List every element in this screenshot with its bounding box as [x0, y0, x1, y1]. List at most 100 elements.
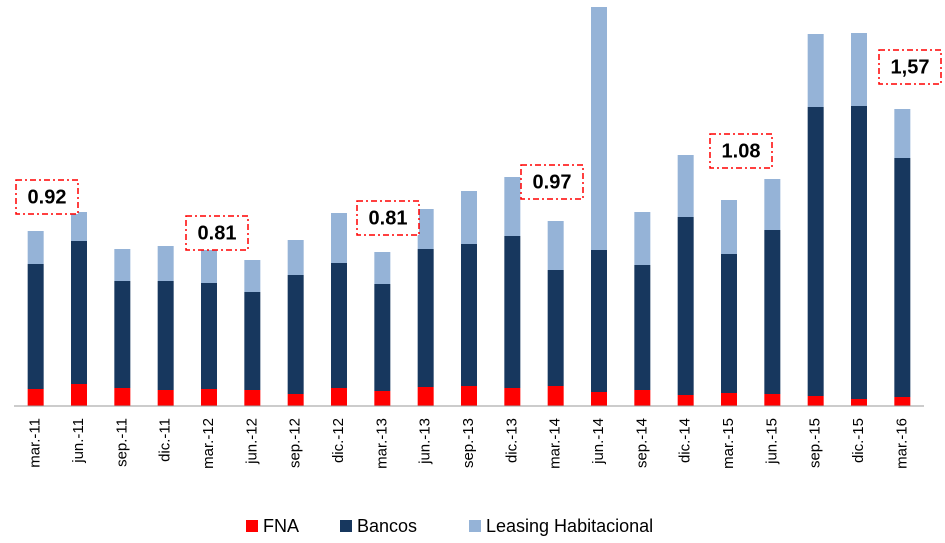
annotation-box	[185, 215, 249, 251]
bar-segment	[71, 384, 87, 406]
bar-segment	[721, 254, 737, 393]
bar-segment	[591, 250, 607, 392]
annotation: 0.92	[28, 186, 67, 208]
annotation-box	[15, 179, 79, 215]
legend-swatch	[246, 520, 258, 532]
annotation: 0.97	[533, 171, 572, 193]
bar-segment	[764, 230, 781, 394]
x-tick-label: jun.-14	[590, 418, 607, 465]
bar-segment	[677, 395, 694, 406]
bar-segment	[287, 275, 304, 394]
bar-segment	[547, 221, 564, 270]
legend-label: FNA	[263, 516, 299, 536]
x-tick-label: dic.-14	[677, 418, 694, 463]
bar-segment	[894, 397, 911, 406]
x-tick-label: jun.-13	[417, 418, 434, 465]
bar-segment	[244, 390, 261, 406]
x-tick-label: jun.-11	[70, 418, 87, 464]
bar-segment	[851, 106, 867, 399]
bar-segment	[634, 212, 651, 265]
x-tick-label: mar.-16	[893, 418, 910, 469]
legend-label: Bancos	[357, 516, 417, 536]
bar-segment	[461, 386, 477, 406]
bar-segment	[157, 246, 174, 281]
bar-segment	[677, 217, 694, 395]
bar-segment	[374, 391, 391, 406]
bar-segment	[721, 393, 737, 406]
annotation: 1.08	[722, 140, 761, 162]
bar-segment	[417, 209, 434, 249]
annotation-box	[520, 164, 584, 200]
x-tick-label: sep.-14	[633, 418, 650, 468]
bar-segment	[287, 240, 304, 275]
bar-segment	[374, 252, 391, 284]
x-tick-label: sep.-15	[807, 418, 824, 468]
bar-segment	[504, 388, 521, 406]
bar-segment	[547, 270, 564, 386]
x-tick-label: mar.-15	[720, 418, 737, 469]
bar-segment	[201, 389, 217, 406]
bar-segment	[807, 396, 824, 406]
bar-segment	[374, 284, 391, 391]
bar-segment	[851, 33, 867, 106]
x-tick-label: dic.-15	[850, 418, 867, 463]
bar-segment	[331, 213, 347, 263]
bar-segment	[27, 231, 44, 264]
bar-segment	[331, 263, 347, 388]
bar-segment	[461, 191, 477, 244]
bar-segment	[634, 265, 651, 390]
bar-segment	[157, 390, 174, 406]
bar-segment	[721, 200, 737, 254]
x-tick-label: dic.-12	[330, 418, 347, 463]
annotation-box	[878, 49, 942, 85]
annotation-box	[709, 133, 773, 169]
x-tick-label: jun.-15	[763, 418, 780, 465]
bar-segment	[71, 241, 87, 384]
bar-segment	[764, 394, 781, 406]
legend-swatch	[469, 520, 481, 532]
bar-segment	[71, 212, 87, 241]
annotation: 1,57	[891, 56, 930, 78]
x-tick-label: mar.-13	[373, 418, 390, 469]
bar-segment	[114, 249, 131, 281]
bar-segment	[244, 260, 261, 292]
bar-segment	[331, 388, 347, 406]
x-tick-label: sep.-12	[287, 418, 304, 468]
legend-label: Leasing Habitacional	[486, 516, 653, 536]
x-tick-label: mar.-11	[27, 418, 44, 468]
bar-segment	[201, 283, 217, 389]
annotation: 0.81	[369, 207, 408, 229]
bar-segment	[114, 281, 131, 388]
bar-segment	[157, 281, 174, 390]
x-tick-label: mar.-12	[200, 418, 217, 469]
x-tick-label: sep.-11	[113, 418, 130, 467]
bar-segment	[894, 158, 911, 397]
x-tick-label: sep.-13	[460, 418, 477, 468]
annotation: 0.81	[198, 222, 237, 244]
bar-segment	[851, 399, 867, 406]
x-tick-label: dic.-11	[157, 418, 174, 462]
bar-segment	[504, 177, 521, 236]
bar-segment	[244, 292, 261, 390]
x-tick-label: dic.-13	[503, 418, 520, 463]
bar-segment	[27, 264, 44, 389]
bar-segment	[417, 387, 434, 406]
bar-segment	[461, 244, 477, 386]
bar-segment	[894, 109, 911, 158]
bar-segment	[677, 155, 694, 217]
bar-segment	[287, 394, 304, 406]
annotation-box	[356, 200, 420, 236]
x-tick-label: mar.-14	[547, 418, 564, 469]
x-tick-label: jun.-12	[243, 418, 260, 465]
bar-segment	[591, 392, 607, 406]
bar-segment	[591, 7, 607, 250]
bar-segment	[417, 249, 434, 387]
bar-segment	[764, 179, 781, 230]
bar-segment	[504, 236, 521, 388]
bar-segment	[201, 250, 217, 283]
bar-segment	[114, 388, 131, 406]
legend-swatch	[340, 520, 352, 532]
bar-segment	[634, 390, 651, 406]
bar-segment	[27, 389, 44, 406]
